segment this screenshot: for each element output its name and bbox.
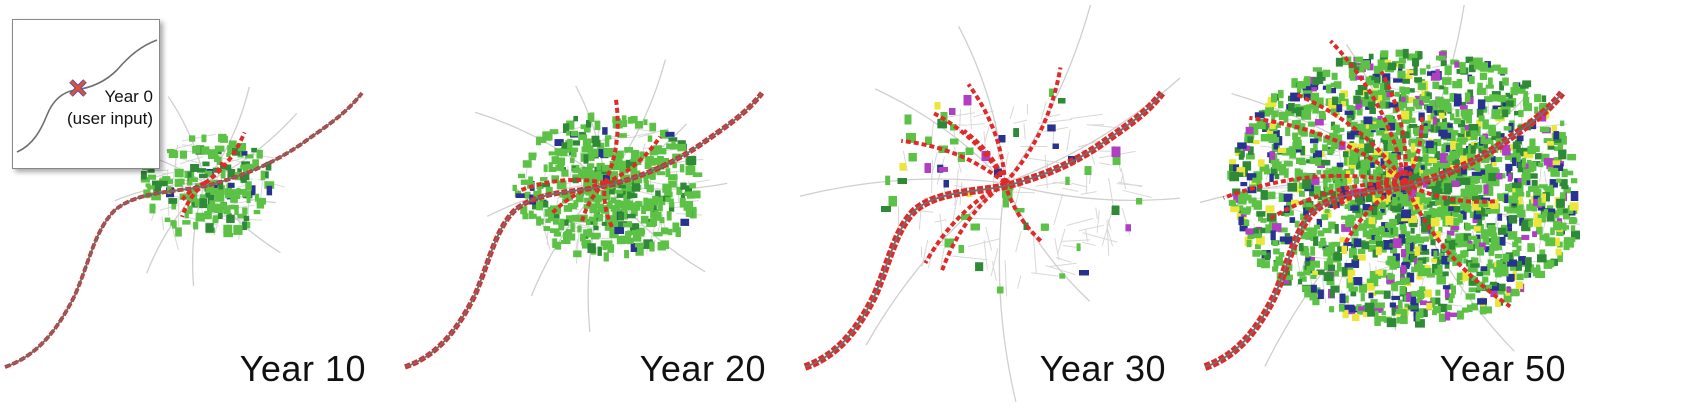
simulation-map-year-30 — [800, 5, 1180, 402]
inset-map — [16, 39, 158, 153]
inset-year-0: Year 0 (user input) — [12, 19, 160, 169]
inset-year-label: Year 0 — [104, 87, 153, 106]
panel-year-10: Year 0 (user input) Year 10 — [0, 5, 380, 402]
main-road — [1204, 92, 1563, 368]
inset-user-input-label: (user input) — [67, 109, 153, 128]
main-road — [404, 92, 763, 368]
year-label-10: Year 10 — [239, 348, 366, 389]
simulation-map-year-10 — [4, 86, 364, 369]
land-use-parcels — [881, 88, 1143, 294]
main-road — [4, 92, 363, 368]
panel-year-50: Year 50 — [1200, 5, 1580, 402]
seed-x-icon — [69, 79, 87, 97]
panel-year-20: Year 20 — [400, 5, 780, 402]
year-label-20: Year 20 — [639, 348, 766, 389]
land-use-parcels — [512, 112, 703, 262]
simulation-map-year-50 — [1200, 5, 1580, 371]
simulation-map-year-20 — [404, 59, 765, 370]
land-use-parcels — [140, 133, 275, 238]
year-label-50: Year 50 — [1439, 348, 1566, 389]
main-road — [804, 92, 1163, 368]
panel-year-30: Year 30 — [800, 5, 1180, 402]
year-label-30: Year 30 — [1039, 348, 1166, 389]
street-grid — [800, 5, 1180, 402]
inset-caption: Year 0 (user input) — [67, 86, 153, 130]
